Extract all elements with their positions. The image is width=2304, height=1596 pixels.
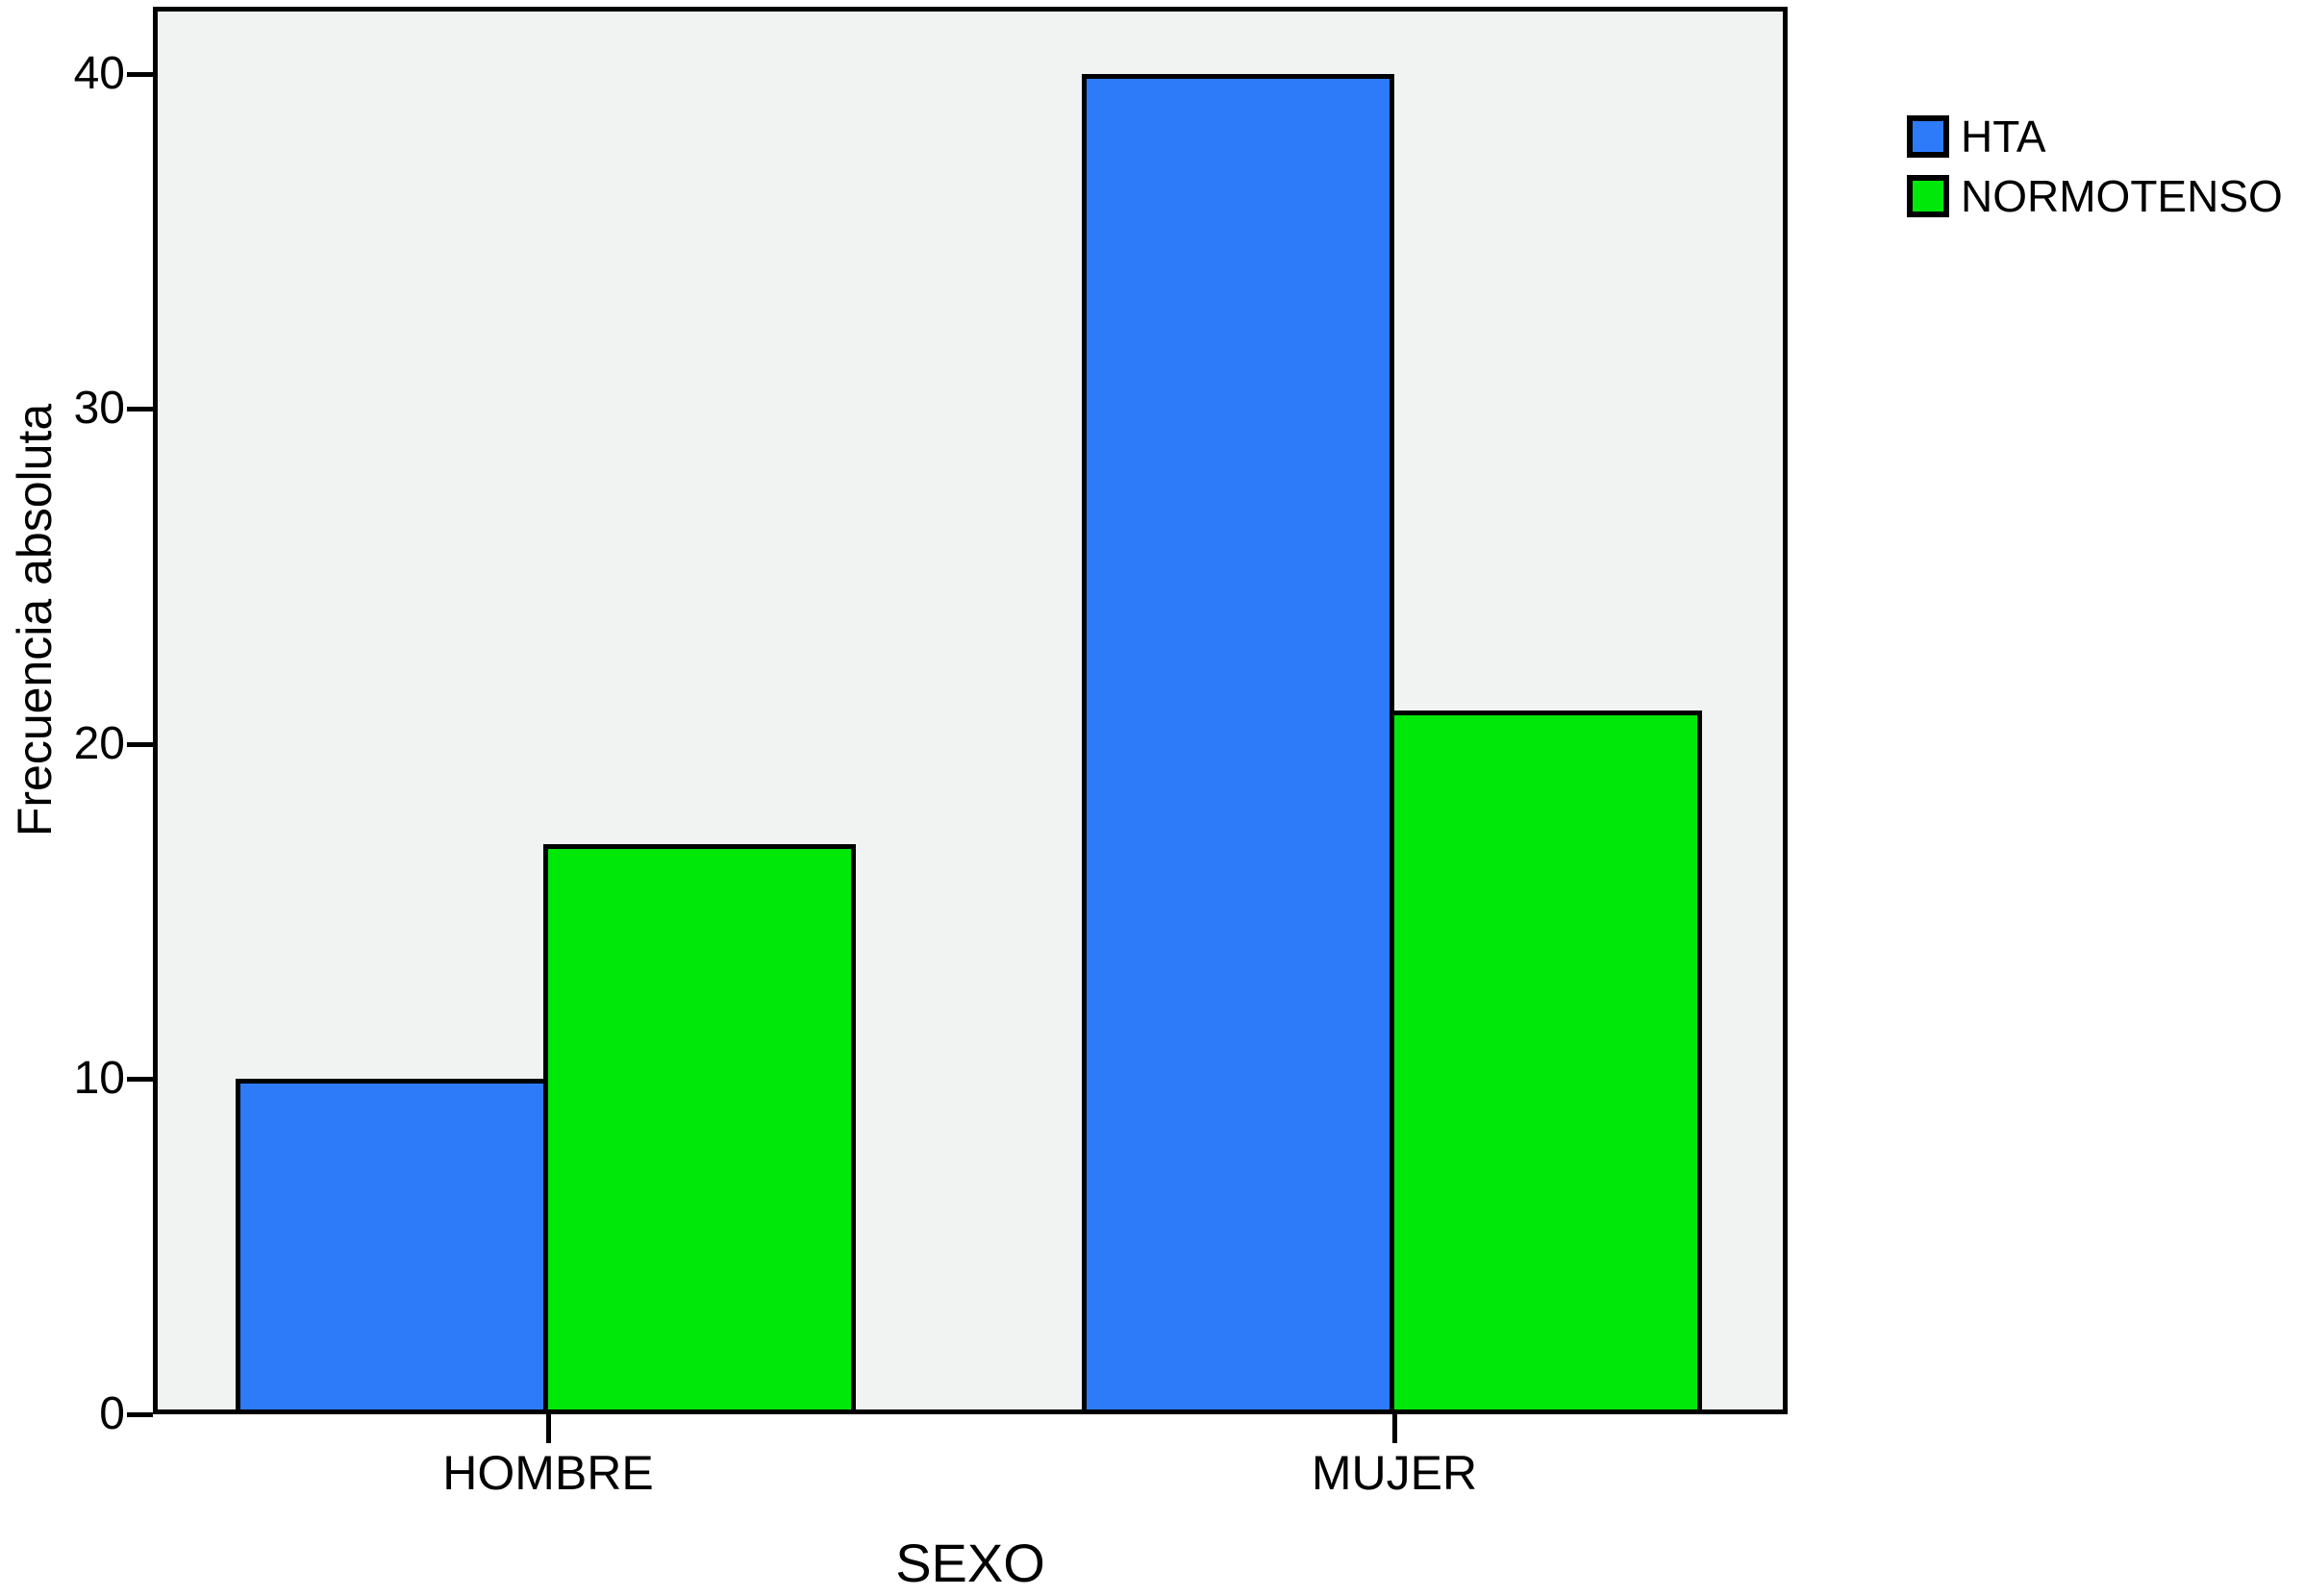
legend-label-hta: HTA — [1961, 112, 2046, 162]
x-tick-mark — [1392, 1414, 1397, 1443]
y-tick-label: 0 — [99, 1388, 125, 1439]
bar-hombre-hta — [236, 1079, 548, 1414]
legend-item-hta: HTA — [1907, 113, 2283, 160]
x-tick-label-hombre: HOMBRE — [442, 1446, 654, 1500]
y-tick-mark — [127, 741, 153, 747]
bar-mujer-normotenso — [1390, 711, 1702, 1414]
legend-item-normotenso: NORMOTENSO — [1907, 173, 2283, 219]
y-tick-label: 40 — [73, 47, 125, 99]
y-tick-mark — [127, 1077, 153, 1083]
y-axis-title: Frecuencia absoluta — [8, 403, 62, 837]
y-tick-mark — [127, 407, 153, 412]
legend-swatch-normotenso — [1907, 175, 1949, 217]
x-axis-title: SEXO — [895, 1533, 1045, 1593]
y-tick-mark — [127, 1412, 153, 1417]
legend-swatch-hta — [1907, 115, 1949, 158]
x-tick-mark — [546, 1414, 551, 1443]
bar-hombre-normotenso — [543, 844, 856, 1414]
y-tick-label: 20 — [73, 717, 125, 769]
x-tick-label-mujer: MUJER — [1311, 1446, 1478, 1500]
legend: HTA NORMOTENSO — [1907, 113, 2283, 219]
legend-label-normotenso: NORMOTENSO — [1961, 171, 2283, 221]
y-tick-label: 30 — [73, 383, 125, 435]
y-tick-mark — [127, 71, 153, 77]
bar-mujer-hta — [1082, 73, 1394, 1414]
y-tick-label: 10 — [73, 1053, 125, 1105]
